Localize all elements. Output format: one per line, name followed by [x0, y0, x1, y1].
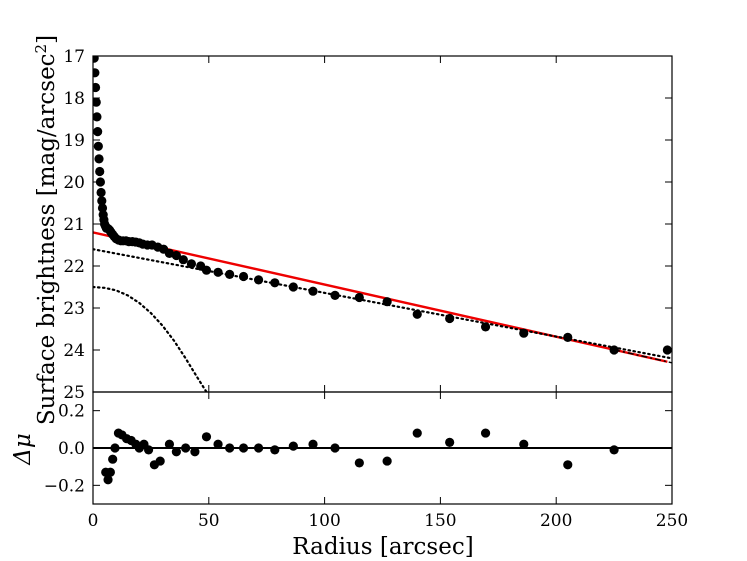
residual-data-point [609, 445, 619, 455]
residual-data-point [213, 439, 223, 449]
residual-data-point [445, 437, 455, 447]
top-y-axis-label-main: Surface brightness [mag/arcsec [34, 53, 60, 425]
residual-y-tick-label: 0.2 [58, 402, 85, 422]
residual-data-point [143, 445, 154, 455]
top-data-point [609, 345, 619, 355]
top-y-tick-label: 17 [63, 47, 85, 67]
residual-data-point [563, 460, 573, 470]
residual-data-point [253, 443, 264, 453]
top-data-point [563, 332, 573, 342]
top-data-point [93, 56, 99, 63]
top-data-point [95, 166, 105, 177]
residual-data-point [190, 447, 200, 457]
top-y-tick-label: 24 [63, 341, 85, 361]
top-data-point [93, 127, 103, 137]
top-dotted-component-line-3 [93, 285, 208, 392]
residual-data-point [330, 443, 340, 453]
residual-y-tick-label: −0.2 [44, 476, 85, 496]
top-y-tick-label: 20 [63, 173, 85, 193]
top-y-tick-label: 23 [63, 299, 85, 319]
top-y-axis-label-sup: 2 [32, 44, 50, 54]
x-tick-label: 150 [424, 511, 456, 531]
residual-panel: 0 50 100 150 200 250 −0.2 0.0 0.2 [44, 391, 688, 531]
top-data-point [178, 255, 188, 265]
top-data-point [270, 278, 280, 288]
residual-data-point [181, 443, 191, 453]
top-data-point [93, 141, 103, 151]
top-plot-area [93, 56, 672, 392]
model-fit-extension-line [613, 349, 672, 364]
residual-data-point [382, 456, 392, 466]
top-data-point [213, 267, 223, 277]
top-data-point [97, 203, 108, 213]
top-data-point [93, 97, 101, 107]
x-tick-label: 200 [540, 511, 572, 531]
top-data-point [93, 68, 100, 78]
residual-data-point [105, 467, 115, 477]
top-y-tick-label: 19 [63, 131, 85, 151]
top-dotted-component-line-2 [93, 248, 672, 360]
residual-plot-area [93, 428, 672, 485]
residual-data-point [480, 428, 491, 438]
top-panel: 17 18 19 20 21 22 23 24 25 [63, 47, 673, 403]
top-data-point [96, 187, 106, 198]
residual-data-point [270, 445, 280, 455]
top-data-point [412, 309, 422, 319]
top-y-tick-label: 18 [63, 89, 85, 109]
top-data-point [519, 328, 529, 338]
residual-data-point [171, 447, 181, 457]
top-data-point [97, 196, 107, 206]
residual-data-point [288, 441, 298, 451]
top-data-point [93, 82, 101, 93]
residual-y-tick-label: 0.0 [58, 439, 85, 459]
top-data-point [95, 177, 106, 187]
bottom-y-axis-label: Δμ [10, 433, 36, 466]
top-data-point [93, 112, 102, 122]
residual-data-point [412, 428, 422, 438]
residual-data-point [238, 443, 249, 453]
residual-data-point [354, 458, 364, 468]
top-data-point [480, 322, 491, 332]
residual-data-point [103, 475, 113, 485]
top-y-tick-label: 22 [63, 257, 85, 277]
top-data-point [201, 265, 212, 275]
top-data-point [253, 275, 264, 285]
top-data-point [238, 271, 249, 282]
top-data-point [288, 282, 298, 292]
residual-data-point [201, 432, 212, 442]
x-tick-label: 100 [308, 511, 340, 531]
residual-data-point [155, 456, 165, 466]
top-data-point [164, 248, 175, 258]
residual-data-point [308, 439, 318, 449]
residual-data-point [225, 443, 235, 453]
top-data-point [354, 292, 364, 303]
x-tick-label: 0 [88, 511, 99, 531]
top-y-axis-label-close: ] [34, 35, 60, 44]
x-tick-label: 50 [198, 511, 220, 531]
x-axis-label: Radius [arcsec] [292, 534, 473, 560]
top-y-tick-label: 25 [63, 383, 85, 403]
top-data-point [445, 313, 455, 324]
residual-data-point [519, 439, 529, 449]
residual-data-point [108, 454, 118, 464]
top-y-axis-label: Surface brightness [mag/arcsec2] [32, 35, 60, 425]
residual-data-point [110, 443, 120, 453]
top-data-point [330, 290, 340, 300]
top-data-point [382, 297, 392, 307]
x-tick-label: 250 [656, 511, 688, 531]
top-data-point [94, 154, 104, 164]
top-data-point [171, 250, 181, 261]
residual-data-point [164, 439, 175, 449]
top-y-tick-label: 21 [63, 215, 85, 235]
top-data-point [225, 269, 235, 279]
top-data-point [308, 286, 318, 296]
top-model-fit-line [93, 231, 668, 363]
top-data-point [186, 259, 197, 269]
